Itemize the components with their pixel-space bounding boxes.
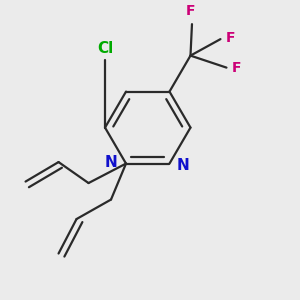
- Text: F: F: [226, 31, 236, 45]
- Text: Cl: Cl: [97, 40, 113, 56]
- Text: N: N: [177, 158, 190, 172]
- Text: N: N: [104, 154, 117, 169]
- Text: F: F: [232, 61, 242, 75]
- Text: F: F: [186, 4, 195, 18]
